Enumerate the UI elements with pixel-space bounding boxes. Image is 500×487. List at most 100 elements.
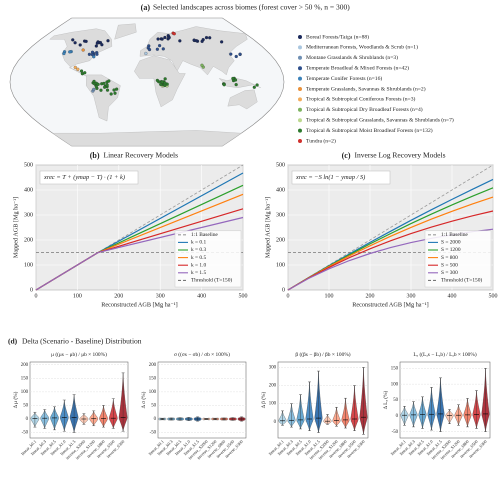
legend-label: S = 800 xyxy=(441,255,458,261)
formula-box xyxy=(39,170,139,185)
x-tick-label: 400 xyxy=(448,293,457,299)
legend-label: Boreal Forests/Taiga (n=88) xyxy=(306,33,369,40)
map-dot xyxy=(107,79,111,83)
panel-title: Selected landscapes across biomes (fores… xyxy=(153,3,350,12)
map-dot xyxy=(95,41,99,45)
panel-title: Delta (Scenario - Baseline) Distribution xyxy=(22,337,142,346)
legend-swatch xyxy=(298,139,302,143)
y-tick-label: 300 xyxy=(269,366,277,371)
legend-box xyxy=(424,230,492,288)
y-tick-label: 100 xyxy=(24,262,33,268)
x-tick-label: 200 xyxy=(114,293,123,299)
map-dot xyxy=(71,38,75,42)
y-axis-label: Δ μ (%) xyxy=(12,391,19,408)
map-dot xyxy=(94,84,98,89)
map-dot xyxy=(95,52,99,56)
map-dot xyxy=(87,52,92,56)
map-dot xyxy=(102,81,106,86)
map-dot xyxy=(105,88,110,92)
chart-title: β ((βs − βb) / βb × 100%) xyxy=(295,351,350,358)
x-tick-label: 100 xyxy=(325,293,334,299)
y-tick-label: 500 xyxy=(276,162,285,168)
y-axis-label: Δ Lₐ (%) xyxy=(382,390,389,409)
map-dot xyxy=(81,48,85,52)
map-dot xyxy=(73,65,77,69)
map-land xyxy=(52,130,242,147)
map-dot xyxy=(62,51,66,56)
y-tick-label: 0 xyxy=(154,417,157,422)
y-tick-label: 200 xyxy=(269,384,277,389)
map-dot xyxy=(159,82,163,86)
map-dot xyxy=(238,52,242,56)
x-tick-label: 500 xyxy=(489,293,498,299)
map-dot xyxy=(220,40,224,44)
map-land xyxy=(114,23,137,40)
map-dot xyxy=(156,37,160,41)
map-dot xyxy=(113,91,117,95)
y-tick-label: 100 xyxy=(21,390,29,395)
legend-label: Threshold (T=150) xyxy=(441,277,482,284)
map-dot xyxy=(83,71,87,75)
y-tick-label: 50 xyxy=(23,404,28,409)
map-dot xyxy=(255,83,259,87)
y-tick-label: 300 xyxy=(276,212,285,218)
legend-label: Tropical & Subtropical Grasslands, Savan… xyxy=(306,116,454,123)
map-dot xyxy=(160,80,164,84)
map-dot xyxy=(112,88,116,92)
chart-title: μ ((μs − μb) / μb × 100%) xyxy=(51,351,107,358)
legend-swatch xyxy=(298,107,302,112)
map-dot xyxy=(234,54,238,59)
series-line xyxy=(35,216,244,291)
legend-label: k = 1.0 xyxy=(191,262,206,268)
map-dot xyxy=(92,55,96,59)
legend-label: Tropical & Subtropical Coniferous Forest… xyxy=(306,96,416,103)
y-tick-label: 150 xyxy=(391,366,399,371)
map-dot xyxy=(163,77,167,81)
y-tick-label: 50 xyxy=(393,398,398,403)
y-tick-label: 200 xyxy=(21,363,29,368)
chart-title: σ ((σs − σb) / σb × 100%) xyxy=(174,351,230,358)
legend-swatch xyxy=(298,97,302,102)
y-tick-label: 100 xyxy=(149,390,157,395)
y-tick-label: -50 xyxy=(392,430,399,435)
legend-swatch xyxy=(298,87,302,91)
legend-label: k = 0.3 xyxy=(191,247,206,253)
y-tick-label: 0 xyxy=(274,420,277,425)
x-tick-label: 200 xyxy=(366,293,375,299)
map-dot xyxy=(204,35,209,40)
x-tick-label: 0 xyxy=(287,293,290,299)
map-land xyxy=(49,28,113,77)
y-tick-label: 400 xyxy=(24,187,33,193)
legend-label: Temperate Broadleaf & Mixed Forests (n=4… xyxy=(306,64,409,71)
x-tick-label: 500 xyxy=(239,293,248,299)
legend-label: S = 2000 xyxy=(441,240,461,246)
y-tick-label: 200 xyxy=(149,363,157,368)
x-tick-label: 300 xyxy=(156,293,165,299)
map-dot xyxy=(160,37,164,41)
legend-swatch xyxy=(298,55,302,60)
chart-title: Linear Recovery Models xyxy=(104,151,179,160)
legend-swatch xyxy=(298,45,302,50)
map-dot xyxy=(178,39,182,43)
map-dot xyxy=(147,48,152,52)
map-dot xyxy=(96,82,100,86)
y-tick-label: 300 xyxy=(24,212,33,218)
plot-area xyxy=(29,361,129,439)
legend-swatch xyxy=(298,76,302,81)
map-dot xyxy=(172,32,176,36)
plot-area xyxy=(157,361,247,439)
panel-label: (b) xyxy=(90,151,100,160)
map-dot xyxy=(222,83,226,87)
chart-title: Inverse Log Recovery Models xyxy=(355,151,446,160)
map-dot xyxy=(94,44,98,48)
y-tick-label: 0 xyxy=(26,417,29,422)
y-axis-label: Mapped AGB [Mg ha⁻¹] xyxy=(264,197,271,258)
legend-swatch xyxy=(298,66,302,71)
map-dot xyxy=(79,69,84,73)
map-dot xyxy=(106,39,110,43)
legend-label: Temperate Grasslands, Savannas & Shrubla… xyxy=(306,85,426,92)
map-dot xyxy=(155,78,159,83)
map-land xyxy=(227,89,258,110)
panel-label: (c) xyxy=(342,151,351,160)
legend-swatch xyxy=(298,128,302,133)
